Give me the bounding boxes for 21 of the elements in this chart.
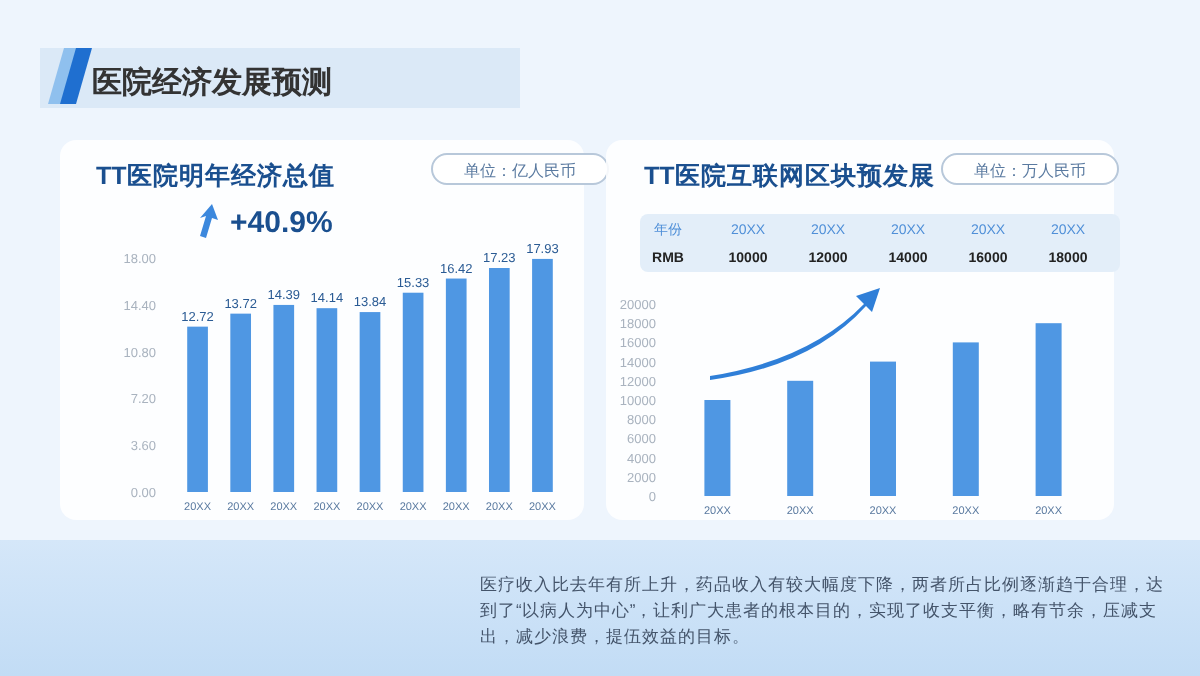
bar: [1035, 323, 1062, 496]
bar: [273, 304, 295, 492]
text: +40.9%: [230, 206, 333, 240]
bar: [445, 278, 467, 492]
bar: [704, 400, 731, 496]
text: 医院经济发展预测: [92, 64, 332, 100]
text: 医疗收入比去年有所上升，药品收入有较大幅度下降，两者所占比例逐渐趋于合理，达到了“以病人为中心”，让利广大患者的根本目的，实现了收支平衡，略有节余，压减支出，减少浪费，提伍效益的目标。: [480, 572, 1166, 650]
bar: [230, 313, 252, 492]
bar: [316, 308, 338, 492]
bar: [488, 268, 510, 492]
bar: [359, 312, 381, 492]
bar: [952, 342, 979, 496]
bar: [402, 292, 424, 492]
text: 单位：亿人民币: [464, 162, 576, 180]
chart-title: TT医院互联网区块预发展: [644, 160, 935, 190]
bar: [870, 361, 896, 496]
bar: [187, 326, 208, 492]
text: 单位：万人民币: [974, 162, 1086, 180]
bar: [787, 380, 814, 496]
chart-title: TT医院明年经济总值: [96, 160, 335, 190]
bar: [532, 258, 553, 492]
